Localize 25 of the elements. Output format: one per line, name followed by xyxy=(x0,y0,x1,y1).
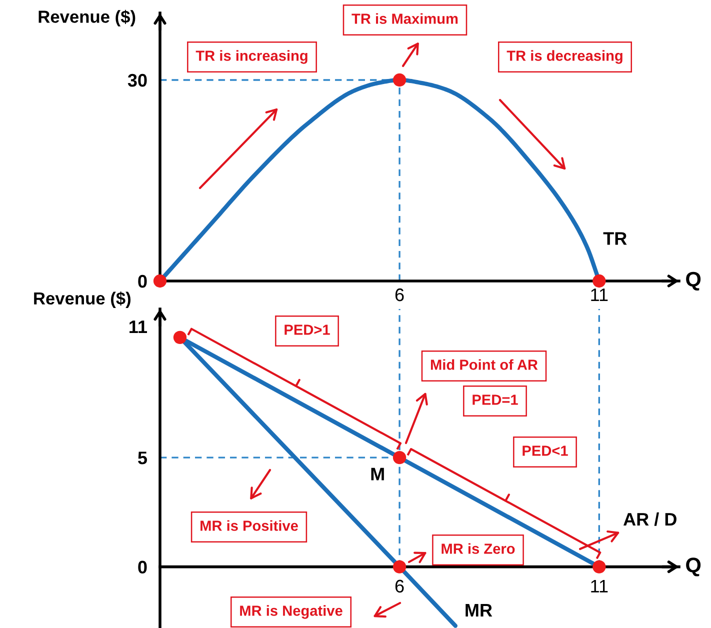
x-axis-title: Q xyxy=(686,272,701,290)
annotation: PED=1 xyxy=(472,394,518,405)
text: AR / D xyxy=(623,512,676,526)
y-tick-label: 30 xyxy=(128,74,147,87)
annotation: TR is increasing xyxy=(196,50,308,64)
annotation: TR is decreasing xyxy=(506,50,622,64)
y-tick-label: 11 xyxy=(130,320,147,334)
x-axis-title: Q xyxy=(686,558,701,576)
annotation: TR is Maximum xyxy=(352,13,458,24)
x-tick-label: 6 xyxy=(395,288,404,302)
y-axis-title: Revenue ($) xyxy=(38,10,136,26)
annotation: MR is Negative xyxy=(240,605,342,619)
y-tick-label: 0 xyxy=(138,560,147,574)
annotation: Mid Point of AR xyxy=(430,359,538,370)
y-tick-label: 0 xyxy=(138,274,147,288)
annotation: PED>1 xyxy=(284,324,330,335)
x-tick-label: 6 xyxy=(395,580,404,593)
y-axis-title: Revenue ($) xyxy=(34,292,130,308)
y-tick-label: 5 xyxy=(138,452,147,464)
annotation: MR is Zero xyxy=(442,543,515,554)
annotation: M xyxy=(371,468,384,480)
annotation: MR is Positive xyxy=(200,520,298,531)
annotation: PED<1 xyxy=(522,446,568,456)
series-label: TR xyxy=(603,232,627,245)
series-label: MR xyxy=(466,604,492,616)
